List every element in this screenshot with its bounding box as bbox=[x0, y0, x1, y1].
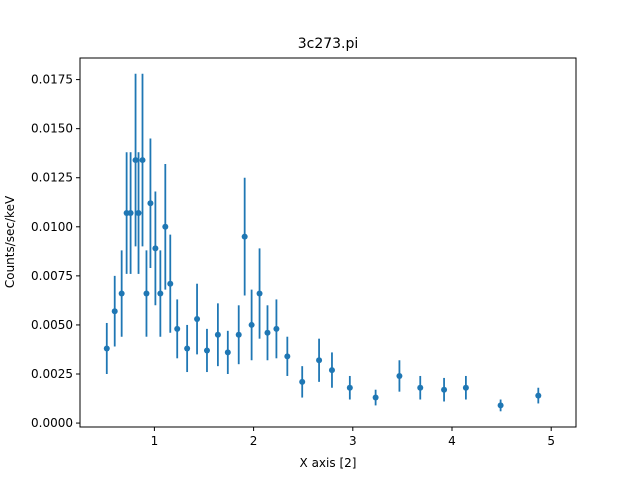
chart-title: 3c273.pi bbox=[298, 36, 359, 52]
data-point bbox=[224, 349, 231, 356]
data-point bbox=[157, 290, 164, 297]
data-point bbox=[111, 308, 118, 315]
data-point bbox=[417, 384, 424, 391]
data-point bbox=[328, 367, 335, 374]
data-point bbox=[346, 384, 353, 391]
data-point bbox=[127, 210, 134, 217]
data-points bbox=[103, 157, 542, 409]
data-point bbox=[184, 345, 191, 352]
x-tick-label: 3 bbox=[349, 434, 357, 448]
data-point bbox=[147, 200, 154, 207]
y-tick-label: 0.0000 bbox=[31, 416, 73, 430]
y-tick-label: 0.0150 bbox=[31, 122, 73, 136]
data-point bbox=[152, 245, 159, 252]
data-point bbox=[316, 357, 323, 364]
x-tick-label: 2 bbox=[250, 434, 258, 448]
x-tick-label: 5 bbox=[547, 434, 555, 448]
data-point bbox=[167, 280, 174, 287]
data-point bbox=[162, 223, 169, 230]
data-point bbox=[396, 372, 403, 379]
y-tick-label: 0.0050 bbox=[31, 318, 73, 332]
data-point bbox=[135, 210, 142, 217]
x-axis-label: X axis [2] bbox=[300, 456, 357, 470]
y-axis-label: Counts/sec/keV bbox=[3, 195, 17, 288]
x-tick-label: 4 bbox=[448, 434, 456, 448]
data-point bbox=[203, 347, 210, 354]
y-tick-label: 0.0125 bbox=[31, 171, 73, 185]
data-point bbox=[264, 329, 271, 336]
data-point bbox=[248, 321, 255, 328]
data-point bbox=[174, 325, 181, 332]
data-point bbox=[143, 290, 150, 297]
data-point bbox=[214, 331, 221, 338]
data-point bbox=[284, 353, 291, 360]
data-point bbox=[118, 290, 125, 297]
y-tick-label: 0.0025 bbox=[31, 367, 73, 381]
y-tick-label: 0.0175 bbox=[31, 73, 73, 87]
data-point bbox=[241, 233, 248, 240]
data-point bbox=[441, 386, 448, 393]
data-point bbox=[299, 378, 306, 385]
data-point bbox=[497, 402, 504, 409]
data-point bbox=[535, 392, 542, 399]
data-point bbox=[462, 384, 469, 391]
data-point bbox=[103, 345, 110, 352]
x-tick-label: 1 bbox=[151, 434, 159, 448]
data-point bbox=[273, 325, 280, 332]
data-point bbox=[372, 394, 379, 401]
y-tick-label: 0.0100 bbox=[31, 220, 73, 234]
data-point bbox=[235, 331, 242, 338]
data-point bbox=[132, 157, 139, 164]
x-axis-ticks: 1 2 3 4 5 bbox=[151, 427, 555, 448]
y-axis-ticks: 0.0000 0.0025 0.0050 0.0075 0.0100 0.0125 0.01… bbox=[31, 73, 80, 430]
data-point bbox=[256, 290, 263, 297]
data-point bbox=[139, 157, 146, 164]
data-point bbox=[194, 316, 201, 323]
y-tick-label: 0.0075 bbox=[31, 269, 73, 283]
axes-frame bbox=[79, 57, 577, 428]
